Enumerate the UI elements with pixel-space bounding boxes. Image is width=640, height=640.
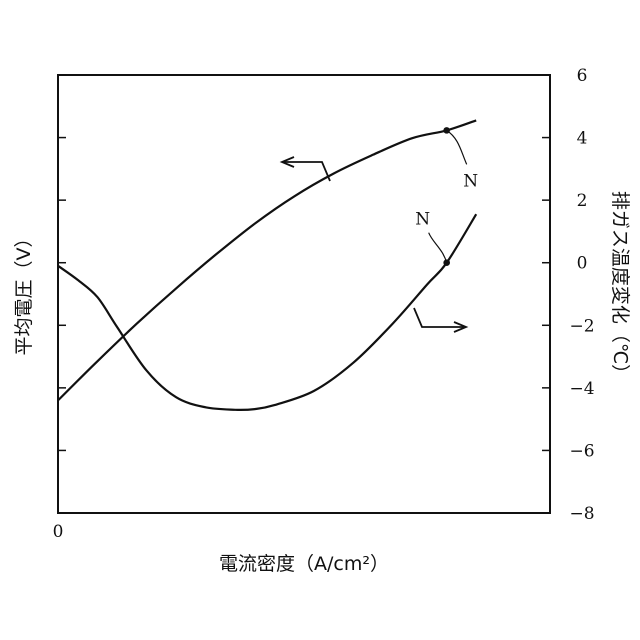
- x-tick-label-0: 0: [53, 522, 64, 542]
- marker-leader-1: [447, 130, 467, 164]
- series-line-1: [58, 120, 476, 400]
- series-line-2: [58, 214, 476, 410]
- marker-label-1: N: [463, 171, 478, 191]
- right-y-tick-label: −8: [569, 504, 594, 524]
- annotation-layer: NN: [282, 127, 478, 332]
- series-layer: [58, 120, 476, 410]
- left-y-axis-ticks: [58, 75, 66, 513]
- marker-label-2: N: [415, 210, 430, 230]
- left-y-axis-title: 平均電圧（V）: [13, 229, 35, 356]
- right-y-tick-label: −4: [569, 379, 594, 399]
- plot-frame: [58, 75, 550, 513]
- right-y-tick-label: 6: [577, 66, 588, 86]
- right-y-tick-label: −6: [569, 441, 594, 461]
- right-y-tick-label: 0: [577, 254, 588, 274]
- right-y-tick-label: 4: [577, 129, 588, 149]
- x-axis-title: 電流密度（A/cm²）: [219, 553, 389, 575]
- marker-leader-2: [429, 233, 447, 263]
- right-y-axis-title: 排ガス温度変化（℃）: [609, 191, 631, 383]
- right-y-tick-label: −2: [569, 316, 594, 336]
- right-y-tick-label: 2: [577, 191, 588, 211]
